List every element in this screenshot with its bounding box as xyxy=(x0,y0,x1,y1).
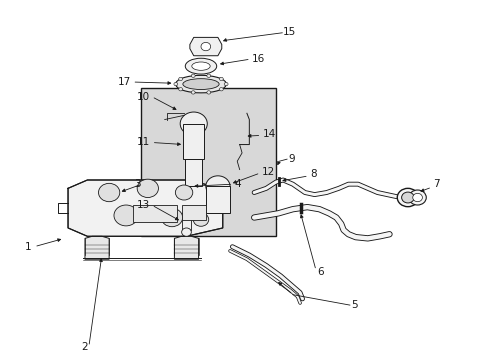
Bar xyxy=(205,186,229,213)
Bar xyxy=(140,88,275,236)
Text: 14: 14 xyxy=(263,129,276,139)
Text: 2: 2 xyxy=(81,342,87,352)
Circle shape xyxy=(206,74,210,77)
Polygon shape xyxy=(68,180,223,236)
Ellipse shape xyxy=(191,62,210,70)
Text: 1: 1 xyxy=(25,242,32,252)
Circle shape xyxy=(178,87,182,91)
Circle shape xyxy=(219,87,223,91)
Circle shape xyxy=(180,112,207,135)
Ellipse shape xyxy=(183,79,219,90)
Circle shape xyxy=(161,208,182,227)
Text: 15: 15 xyxy=(283,27,296,37)
Circle shape xyxy=(98,183,120,202)
Circle shape xyxy=(219,77,223,81)
Bar xyxy=(181,213,191,230)
Polygon shape xyxy=(174,236,198,259)
Circle shape xyxy=(137,179,158,198)
Text: 16: 16 xyxy=(251,54,264,64)
Bar xyxy=(184,159,202,186)
Polygon shape xyxy=(85,236,109,259)
Text: 4: 4 xyxy=(234,179,241,189)
Circle shape xyxy=(178,77,182,81)
Text: 9: 9 xyxy=(287,154,294,164)
Bar xyxy=(133,205,177,222)
Circle shape xyxy=(201,42,210,51)
Bar xyxy=(181,205,205,220)
Circle shape xyxy=(175,185,192,200)
Text: 17: 17 xyxy=(118,77,131,87)
Circle shape xyxy=(191,91,195,94)
Circle shape xyxy=(205,176,229,197)
Circle shape xyxy=(408,190,426,205)
Circle shape xyxy=(193,213,208,226)
Circle shape xyxy=(174,82,178,86)
Text: 10: 10 xyxy=(137,91,150,102)
Ellipse shape xyxy=(185,58,216,74)
Polygon shape xyxy=(189,37,222,56)
Bar xyxy=(183,124,204,159)
Circle shape xyxy=(114,205,138,226)
Text: 13: 13 xyxy=(137,200,150,210)
Circle shape xyxy=(224,82,227,86)
Text: 6: 6 xyxy=(316,267,323,277)
Circle shape xyxy=(412,193,422,202)
Text: 3: 3 xyxy=(134,179,140,189)
Circle shape xyxy=(401,192,413,203)
Text: 11: 11 xyxy=(137,138,150,148)
Text: 5: 5 xyxy=(350,300,357,310)
Ellipse shape xyxy=(175,75,226,93)
Circle shape xyxy=(191,74,195,77)
Circle shape xyxy=(396,188,418,207)
Circle shape xyxy=(206,91,210,94)
Text: 8: 8 xyxy=(309,169,316,179)
Circle shape xyxy=(181,228,191,236)
Text: 12: 12 xyxy=(261,167,274,177)
Text: 7: 7 xyxy=(432,179,439,189)
